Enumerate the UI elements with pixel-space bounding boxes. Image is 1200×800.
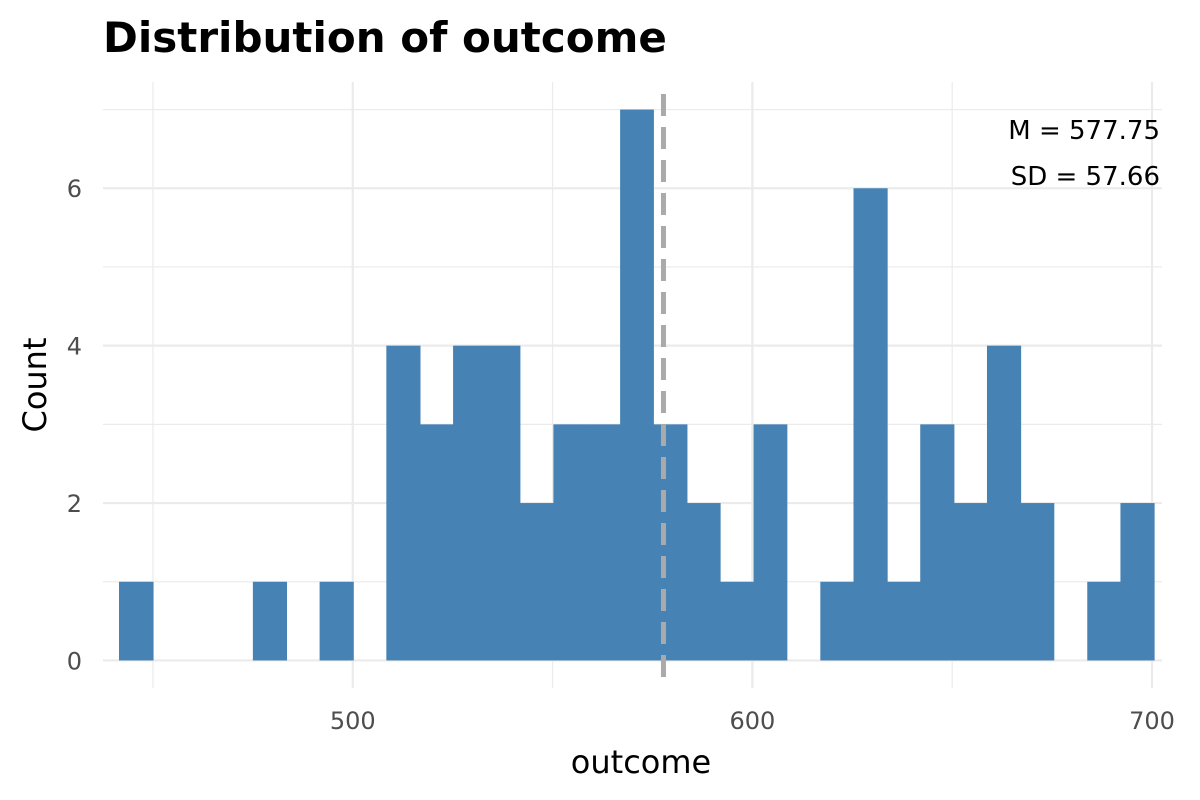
histogram-bar <box>553 424 588 661</box>
y-tick-label: 0 <box>67 647 82 675</box>
histogram-bar <box>586 424 621 661</box>
x-axis-title: outcome <box>571 743 711 781</box>
y-axis-title: Count <box>16 337 54 432</box>
mean-annotation: M = 577.75 <box>1008 116 1160 146</box>
y-tick-label: 6 <box>67 175 82 203</box>
x-tick-label: 700 <box>1129 707 1175 735</box>
histogram-bar <box>419 424 454 661</box>
histogram-bar <box>620 109 654 661</box>
histogram-bar <box>519 503 554 661</box>
histogram-bars <box>118 109 1155 661</box>
histogram-bar <box>252 581 288 661</box>
histogram-bar <box>887 581 921 661</box>
x-tick-label: 500 <box>330 707 376 735</box>
sd-annotation: SD = 57.66 <box>1011 162 1160 192</box>
histogram-bar <box>453 345 488 661</box>
histogram-bar <box>720 581 755 661</box>
histogram-bar <box>319 581 354 661</box>
y-tick-label: 4 <box>67 333 82 361</box>
histogram-bar <box>386 345 421 661</box>
histogram-bar <box>653 424 688 661</box>
histogram-bar <box>486 345 521 661</box>
histogram-bar <box>986 345 1022 661</box>
y-tick-label: 2 <box>67 490 82 518</box>
histogram-bar <box>686 503 721 661</box>
chart-title: Distribution of outcome <box>103 13 667 62</box>
histogram-bar <box>1120 503 1155 661</box>
histogram-bar <box>953 503 988 661</box>
histogram-bar <box>820 581 855 661</box>
histogram-bar <box>1087 581 1122 661</box>
histogram-bar <box>753 424 788 661</box>
x-axis-ticks: 500 600 700 <box>330 707 1175 735</box>
histogram-bar <box>1020 503 1055 661</box>
histogram-bar <box>853 188 888 661</box>
x-tick-label: 600 <box>729 707 775 735</box>
histogram-bar <box>920 424 955 661</box>
histogram-bar <box>118 581 154 661</box>
y-axis-ticks: 0 2 4 6 <box>67 175 82 675</box>
